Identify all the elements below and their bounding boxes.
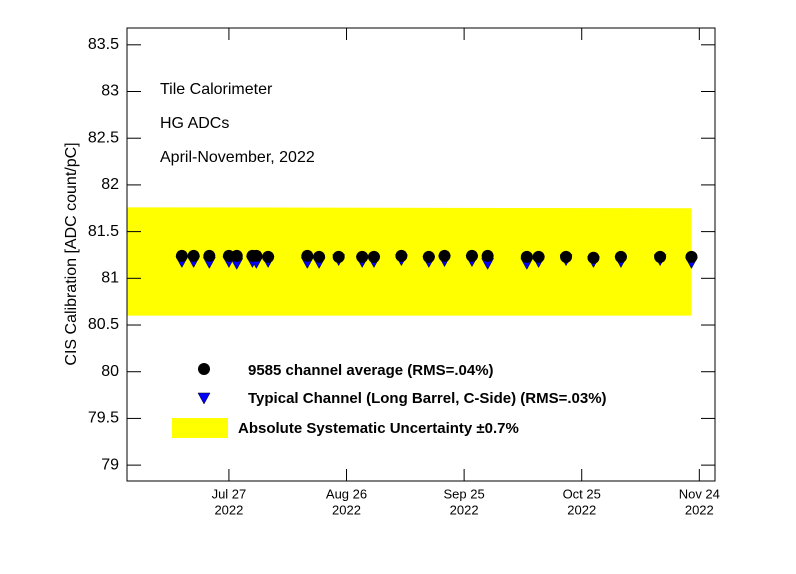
x-tick-label: 2022 bbox=[567, 502, 596, 517]
x-tick-label: Sep 25 bbox=[444, 486, 485, 501]
data-point bbox=[230, 249, 243, 262]
y-axis-label: CIS Calibration [ADC count/pC] bbox=[63, 142, 80, 365]
legend-marker bbox=[197, 392, 211, 405]
plot-area bbox=[127, 207, 698, 316]
x-tick-label: 2022 bbox=[332, 502, 361, 517]
data-point bbox=[301, 249, 314, 262]
data-point bbox=[356, 250, 369, 263]
data-point bbox=[313, 250, 326, 263]
annotation: Tile Calorimeter bbox=[160, 81, 273, 98]
data-point bbox=[250, 249, 263, 262]
y-tick-label: 83.5 bbox=[88, 36, 119, 53]
data-point bbox=[187, 249, 200, 262]
data-point bbox=[262, 250, 275, 263]
y-tick-label: 79 bbox=[101, 456, 119, 473]
data-point bbox=[332, 250, 345, 263]
y-tick-label: 79.5 bbox=[88, 410, 119, 427]
y-tick-label: 80 bbox=[101, 363, 119, 380]
data-point bbox=[587, 251, 600, 264]
data-point bbox=[560, 250, 573, 263]
data-point bbox=[465, 249, 478, 262]
y-tick-label: 82 bbox=[101, 176, 119, 193]
legend-label: Typical Channel (Long Barrel, C-Side) (R… bbox=[248, 390, 607, 407]
data-point bbox=[685, 250, 698, 263]
annotation: April-November, 2022 bbox=[160, 149, 315, 166]
legend-label: 9585 channel average (RMS=.04%) bbox=[248, 362, 494, 379]
data-point bbox=[532, 250, 545, 263]
data-point bbox=[481, 249, 494, 262]
y-tick-label: 81.5 bbox=[88, 223, 119, 240]
data-point bbox=[654, 250, 667, 263]
legend-swatch bbox=[172, 418, 228, 438]
data-point bbox=[438, 249, 451, 262]
x-tick-label: Nov 24 bbox=[679, 486, 720, 501]
data-point bbox=[367, 250, 380, 263]
data-point bbox=[614, 250, 627, 263]
y-tick-label: 81 bbox=[101, 270, 119, 287]
x-tick-label: Aug 26 bbox=[326, 486, 367, 501]
data-point bbox=[203, 249, 216, 262]
data-point bbox=[520, 250, 533, 263]
y-tick-label: 82.5 bbox=[88, 129, 119, 146]
x-tick-label: 2022 bbox=[214, 502, 243, 517]
data-point bbox=[175, 249, 188, 262]
frame bbox=[126, 27, 716, 482]
y-tick-label: 83 bbox=[101, 83, 119, 100]
x-tick-label: 2022 bbox=[450, 502, 479, 517]
data-point bbox=[395, 249, 408, 262]
legend-marker bbox=[198, 363, 210, 375]
x-tick-label: 2022 bbox=[685, 502, 714, 517]
x-tick-label: Oct 25 bbox=[563, 486, 601, 501]
y-tick-label: 80.5 bbox=[88, 316, 119, 333]
annotation: HG ADCs bbox=[160, 115, 229, 132]
uncertainty-band bbox=[127, 207, 692, 316]
x-tick-label: Jul 27 bbox=[212, 486, 247, 501]
data-point bbox=[422, 250, 435, 263]
legend-label: Absolute Systematic Uncertainty ±0.7% bbox=[238, 420, 519, 437]
